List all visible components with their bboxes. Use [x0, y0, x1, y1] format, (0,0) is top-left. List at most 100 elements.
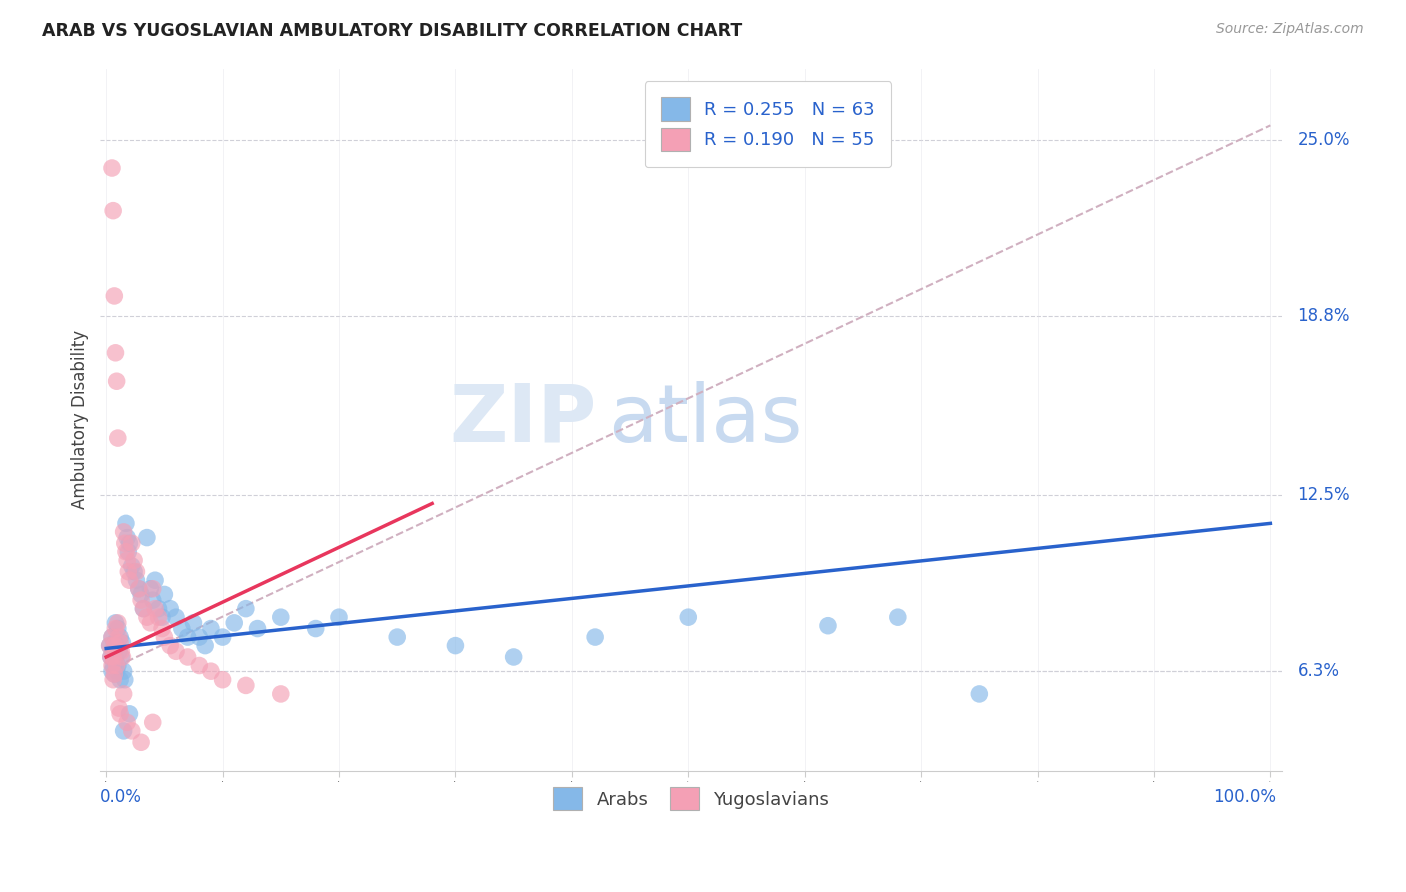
Point — [224, 615, 246, 630]
Point — [103, 639, 125, 653]
Point — [176, 630, 198, 644]
Point — [107, 615, 129, 630]
Point — [235, 601, 257, 615]
Point — [305, 622, 328, 636]
Point — [108, 701, 131, 715]
Point — [107, 658, 129, 673]
Point — [142, 593, 165, 607]
Point — [129, 735, 152, 749]
Point — [115, 531, 138, 545]
Point — [270, 687, 292, 701]
Point — [159, 601, 181, 615]
Point — [103, 636, 125, 650]
Point — [142, 715, 165, 730]
Point — [125, 573, 148, 587]
Point — [194, 639, 217, 653]
Point — [817, 618, 839, 632]
Point — [583, 630, 606, 644]
Point — [128, 582, 150, 596]
Point — [103, 667, 125, 681]
Point — [148, 610, 170, 624]
Point — [153, 587, 176, 601]
Point — [104, 622, 127, 636]
Point — [135, 610, 157, 624]
Point — [104, 615, 127, 630]
Point — [104, 346, 127, 360]
Point — [148, 601, 170, 615]
Legend: Arabs, Yugoslavians: Arabs, Yugoslavians — [538, 772, 844, 825]
Point — [100, 650, 122, 665]
Point — [101, 658, 124, 673]
Point — [121, 723, 143, 738]
Point — [111, 636, 134, 650]
Point — [101, 203, 124, 218]
Point — [108, 636, 131, 650]
Text: 25.0%: 25.0% — [1298, 130, 1350, 149]
Point — [112, 664, 135, 678]
Point — [103, 667, 125, 681]
Point — [101, 650, 124, 665]
Point — [118, 536, 141, 550]
Point — [117, 565, 139, 579]
Text: 12.5%: 12.5% — [1298, 486, 1350, 504]
Point — [111, 650, 134, 665]
Point — [101, 630, 124, 644]
Point — [678, 610, 700, 624]
Point — [887, 610, 910, 624]
Point — [132, 601, 155, 615]
Point — [108, 630, 131, 644]
Point — [98, 639, 121, 653]
Point — [165, 610, 187, 624]
Point — [98, 639, 121, 653]
Text: 6.3%: 6.3% — [1298, 662, 1340, 681]
Y-axis label: Ambulatory Disability: Ambulatory Disability — [72, 330, 89, 509]
Point — [246, 622, 269, 636]
Point — [107, 431, 129, 445]
Point — [105, 639, 128, 653]
Point — [115, 516, 138, 531]
Point — [125, 565, 148, 579]
Point — [139, 582, 162, 596]
Point — [112, 687, 135, 701]
Point — [159, 639, 181, 653]
Point — [101, 644, 124, 658]
Text: 100.0%: 100.0% — [1213, 789, 1277, 806]
Point — [118, 706, 141, 721]
Point — [101, 161, 124, 175]
Point — [105, 664, 128, 678]
Point — [122, 553, 145, 567]
Point — [211, 630, 233, 644]
Text: ARAB VS YUGOSLAVIAN AMBULATORY DISABILITY CORRELATION CHART: ARAB VS YUGOSLAVIAN AMBULATORY DISABILIT… — [42, 22, 742, 40]
Point — [110, 650, 132, 665]
Text: 18.8%: 18.8% — [1298, 307, 1350, 325]
Point — [129, 593, 152, 607]
Point — [139, 615, 162, 630]
Point — [135, 531, 157, 545]
Point — [112, 723, 135, 738]
Point — [142, 582, 165, 596]
Point — [969, 687, 991, 701]
Point — [104, 650, 127, 665]
Point — [115, 553, 138, 567]
Point — [108, 644, 131, 658]
Point — [115, 545, 138, 559]
Text: 0.0%: 0.0% — [100, 789, 142, 806]
Point — [117, 545, 139, 559]
Point — [114, 536, 136, 550]
Point — [110, 644, 132, 658]
Text: ZIP: ZIP — [450, 381, 596, 458]
Point — [122, 565, 145, 579]
Point — [170, 622, 193, 636]
Point — [270, 610, 292, 624]
Point — [105, 658, 128, 673]
Point — [108, 706, 131, 721]
Point — [235, 678, 257, 692]
Point — [150, 610, 173, 624]
Point — [183, 615, 205, 630]
Point — [211, 673, 233, 687]
Point — [387, 630, 409, 644]
Point — [100, 650, 122, 665]
Point — [112, 524, 135, 539]
Point — [108, 673, 131, 687]
Point — [132, 601, 155, 615]
